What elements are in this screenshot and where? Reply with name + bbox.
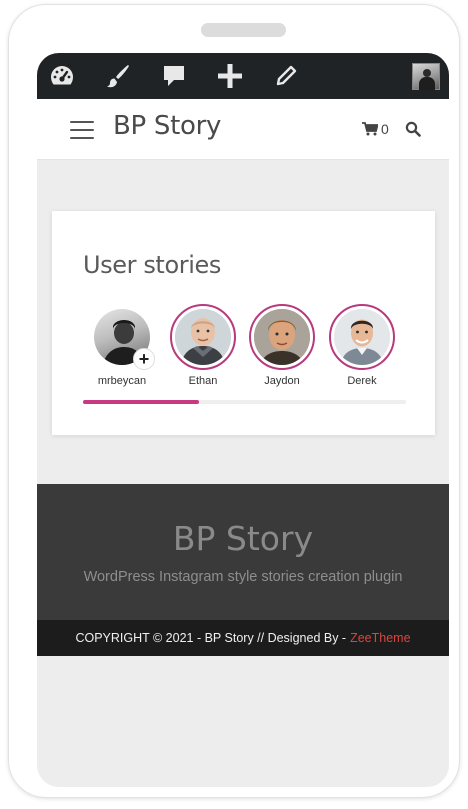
story-name: Ethan [188, 375, 218, 387]
avatar [334, 309, 390, 365]
cart-button[interactable]: 0 [362, 121, 389, 137]
story-mrbeycan[interactable]: + mrbeycan [82, 304, 162, 387]
copyright-bar: COPYRIGHT © 2021 - BP Story // Designed … [37, 620, 449, 656]
stories-scroll-thumb[interactable] [83, 400, 200, 404]
user-stories-widget: User stories + mrbeycan [52, 211, 435, 435]
story-avatar-ring [329, 304, 395, 370]
footer-tagline: WordPress Instagram style stories creati… [83, 569, 403, 585]
edit-icon[interactable] [272, 62, 300, 90]
story-name: mrbeycan [97, 375, 147, 387]
site-footer: BP Story WordPress Instagram style stori… [37, 484, 449, 620]
widget-title: User stories [83, 251, 221, 279]
phone-frame: BP Story 0 User stories [8, 4, 460, 798]
footer-title: BP Story [172, 519, 314, 558]
story-avatar-ring [170, 304, 236, 370]
story-jaydon[interactable]: Jaydon [242, 304, 322, 387]
new-content-icon[interactable] [216, 62, 244, 90]
story-avatar-ring [249, 304, 315, 370]
admin-bar [37, 53, 449, 99]
story-name: Derek [347, 375, 377, 387]
story-ethan[interactable]: Ethan [163, 304, 243, 387]
cart-icon [362, 122, 378, 136]
story-avatar-ring: + [89, 304, 155, 370]
cart-count: 0 [381, 121, 389, 137]
story-derek[interactable]: Derek [322, 304, 402, 387]
stories-scroll-track[interactable] [83, 400, 406, 404]
site-header: BP Story 0 [37, 99, 449, 160]
designer-link[interactable]: ZeeTheme [350, 631, 411, 645]
admin-avatar[interactable] [412, 63, 440, 90]
copyright-text: COPYRIGHT © 2021 - BP Story // Designed … [75, 631, 347, 645]
avatar [175, 309, 231, 365]
comments-icon[interactable] [160, 62, 188, 90]
search-icon[interactable] [405, 121, 423, 139]
story-name: Jaydon [264, 375, 300, 387]
screen: BP Story 0 User stories [37, 53, 449, 787]
stories-row: + mrbeycan [52, 304, 435, 394]
phone-speaker [201, 23, 286, 37]
add-story-button[interactable]: + [133, 348, 155, 370]
site-title[interactable]: BP Story [113, 111, 222, 141]
customize-brush-icon[interactable] [104, 62, 132, 90]
avatar [254, 309, 310, 365]
menu-icon[interactable] [70, 121, 94, 139]
dashboard-icon[interactable] [48, 62, 76, 90]
